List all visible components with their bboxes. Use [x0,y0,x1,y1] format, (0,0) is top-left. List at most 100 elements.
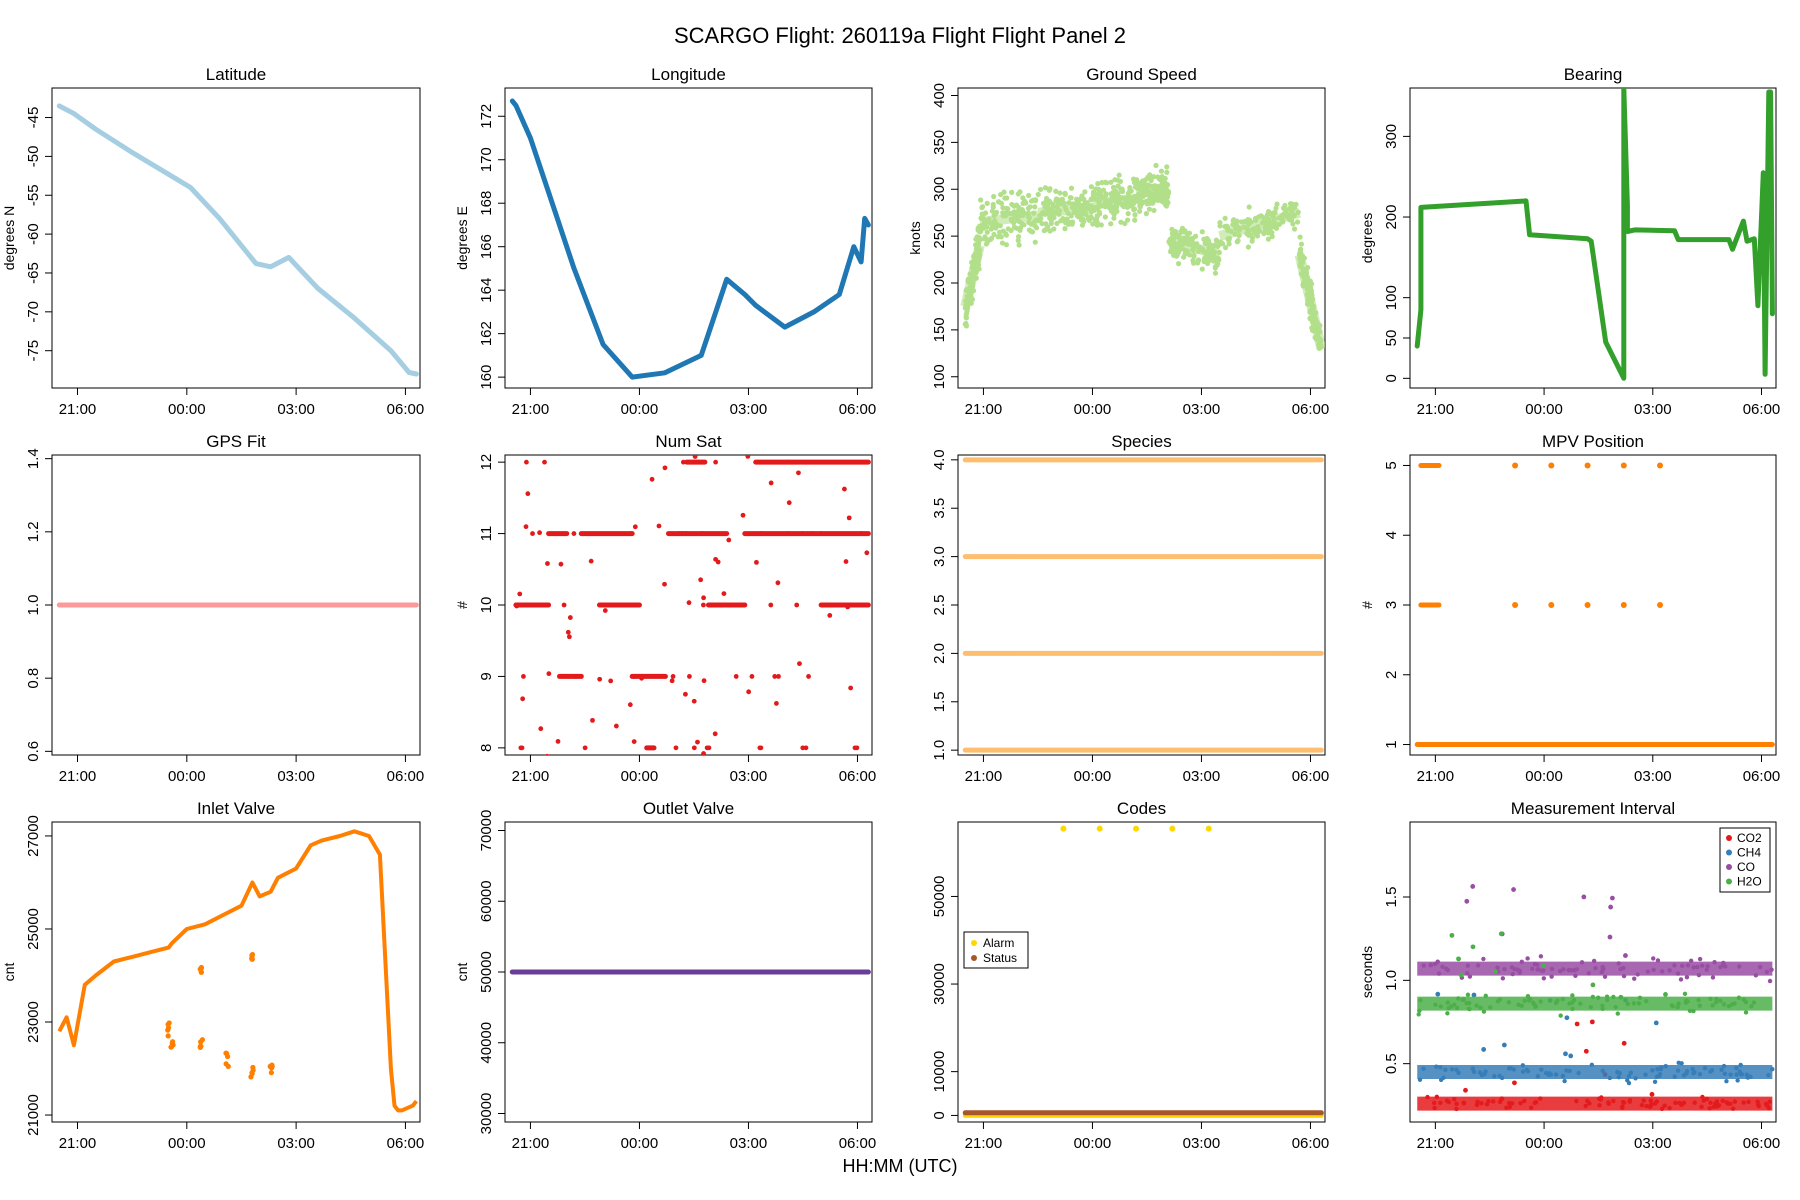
interval-point [1479,1101,1484,1106]
sat-point [692,455,698,459]
interval-point [1721,1002,1727,1007]
x-tick-label: 00:00 [1525,401,1563,418]
speed-point [977,236,983,243]
interval-point [1573,973,1578,978]
speed-point [1137,204,1143,210]
speed-point [995,199,1002,205]
legend-label: Alarm [983,936,1014,950]
interval-point [1648,1098,1653,1103]
interval-point [1506,1000,1512,1005]
interval-point [1684,1071,1689,1076]
sat-point [597,676,603,682]
x-tick-label: 03:00 [1634,1135,1672,1152]
sat-point [774,700,779,706]
sat-point [842,486,847,492]
interval-outlier [1449,932,1455,938]
speed-point [1062,226,1068,232]
speed-point [1167,249,1174,255]
interval-point [1643,998,1649,1004]
series-line [509,98,871,380]
y-tick-label: 300 [931,177,948,202]
interval-point [1465,963,1471,968]
y-tick-label: 1.0 [25,595,42,616]
panel-num_sat: Num Sat 21:00 00:00 03:00 06:00 8 9 10 11 12 # [454,432,876,785]
series-line [56,103,419,377]
interval-point [1738,1071,1744,1077]
event-point [1096,825,1103,832]
interval-outlier [1589,1019,1595,1025]
plot-frame [51,821,421,1123]
speed-point [984,229,990,235]
speed-point [1003,242,1010,248]
speed-point [997,229,1003,235]
interval-point [1527,996,1533,1002]
x-tick-label: 03:00 [277,768,315,785]
interval-point [1639,1102,1645,1108]
speed-point [1169,230,1176,237]
sat-point [827,612,833,618]
valve-point [198,964,205,971]
event-point [1512,462,1519,469]
plot-area [57,829,418,1113]
interval-outlier [1428,962,1434,968]
interval-point [1512,966,1517,972]
interval-point [1682,991,1688,997]
speed-point [1264,211,1271,218]
interval-point [1743,1010,1749,1015]
legend-marker [1726,835,1732,841]
interval-point [1613,1004,1618,1010]
y-tick-label: 50000 [478,951,495,993]
speed-point [991,193,997,200]
interval-point [1467,1006,1472,1012]
speed-core [1091,193,1137,209]
interval-point [1736,995,1742,1000]
sat-point [848,685,854,691]
interval-point [1438,1100,1443,1105]
panel-title: Bearing [1564,65,1623,84]
interval-point [1481,956,1486,962]
speed-point [1151,198,1157,204]
speed-point [1164,164,1170,170]
legend-marker [971,955,977,961]
speed-point [1217,240,1223,246]
sat-point [701,595,706,601]
speed-point [1222,215,1228,221]
speed-point [1037,186,1044,193]
speed-point [1051,226,1057,232]
interval-point [1700,1094,1705,1100]
interval-point [1417,1008,1422,1014]
interval-point [1522,998,1527,1003]
interval-point [1653,1101,1658,1106]
interval-point [1597,1103,1602,1108]
interval-point [1697,1071,1703,1077]
interval-outlier [1512,1080,1517,1086]
interval-point [1421,963,1427,968]
sat-point [626,602,632,608]
speed-point [1205,257,1211,263]
valve-point [224,1050,230,1057]
panel-title: Longitude [651,65,726,84]
valve-point [248,1074,254,1080]
panel-title: Ground Speed [1086,65,1197,84]
speed-point [1212,270,1219,276]
interval-point [1728,1072,1733,1077]
speed-point [963,320,969,327]
sat-point [558,561,564,567]
interval-point [1483,993,1488,999]
valve-point [198,969,204,975]
speed-point [1041,228,1047,234]
interval-point [1454,1067,1459,1072]
sat-point [542,459,547,465]
speed-point [981,236,988,242]
speed-point [1269,233,1275,240]
interval-point [1578,1001,1583,1006]
sat-point [662,465,668,471]
interval-point [1520,1069,1526,1074]
speed-point [1093,186,1099,192]
event-point [1620,462,1627,469]
speed-point [979,205,985,211]
y-tick-label: 200 [1383,205,1400,230]
sat-point [673,745,679,751]
interval-point [1724,1078,1729,1084]
y-tick-label: 200 [931,270,948,295]
